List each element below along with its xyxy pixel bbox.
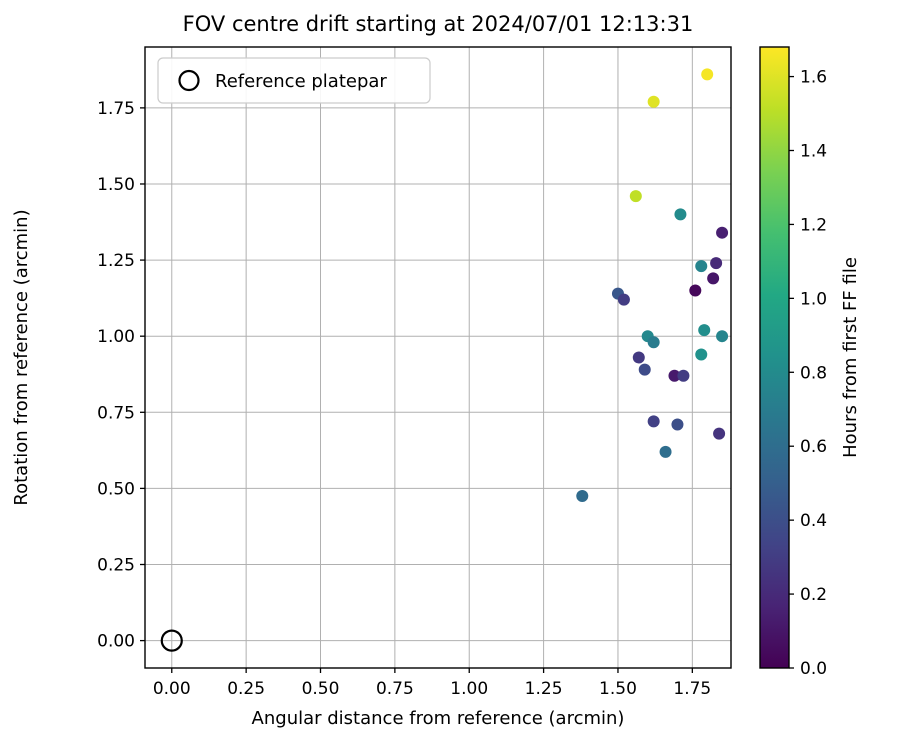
legend-box bbox=[157, 57, 431, 104]
colorbar-tick-label: 0.2 bbox=[800, 585, 827, 605]
axis-ticks: 0.00 0.25 0.50 0.75 1.00 1.25 1.50 1.75 0.00 0.25… bbox=[97, 99, 711, 699]
colorbar-tick-label: 0.6 bbox=[800, 437, 827, 457]
scatter-point bbox=[638, 363, 651, 376]
y-tick-label: 1.50 bbox=[97, 175, 135, 195]
scatter-point bbox=[716, 330, 729, 343]
y-axis-label: Rotation from reference (arcmin) bbox=[11, 209, 32, 505]
scatter-point bbox=[668, 369, 681, 382]
x-tick-label: 0.75 bbox=[376, 679, 414, 699]
scatter-point bbox=[632, 351, 645, 364]
scatter-point bbox=[677, 369, 690, 382]
colorbar-tick-label: 1.6 bbox=[800, 68, 827, 88]
colorbar-tick-label: 0.8 bbox=[800, 363, 827, 383]
colorbar-tick-label: 1.4 bbox=[800, 142, 827, 162]
colorbar-tick-label: 1.2 bbox=[800, 215, 827, 235]
y-tick-label: 0.00 bbox=[97, 632, 135, 652]
axes-border bbox=[144, 46, 732, 669]
x-tick-label: 0.50 bbox=[302, 679, 340, 699]
scatter-point bbox=[695, 348, 708, 361]
y-tick-label: 0.75 bbox=[97, 403, 135, 423]
colorbar: 0.0 0.2 0.4 0.6 0.8 1.0 1.2 1.4 1.6 Hours from f… bbox=[759, 46, 861, 679]
scatter-point bbox=[576, 490, 589, 503]
scatter-point bbox=[707, 272, 720, 285]
scatter-point bbox=[647, 95, 660, 108]
reference-platepar-marker bbox=[160, 629, 183, 652]
grid bbox=[145, 47, 731, 668]
scatter-point bbox=[617, 293, 630, 306]
chart-title: FOV centre drift starting at 2024/07/01 … bbox=[183, 12, 694, 36]
reference-platepar-legend-marker-icon bbox=[178, 69, 200, 92]
scatter-point bbox=[647, 415, 660, 428]
scatter-point bbox=[629, 190, 642, 203]
colorbar-gradient bbox=[759, 46, 790, 669]
x-tick-label: 1.50 bbox=[599, 679, 637, 699]
y-tick-label: 1.00 bbox=[97, 327, 135, 347]
x-tick-label: 1.25 bbox=[525, 679, 563, 699]
x-tick-label: 1.00 bbox=[450, 679, 488, 699]
x-axis-label: Angular distance from reference (arcmin) bbox=[252, 708, 625, 729]
y-tick-label: 1.25 bbox=[97, 251, 135, 271]
scatter-point bbox=[659, 445, 672, 458]
scatter-point bbox=[698, 324, 711, 337]
x-tick-label: 0.25 bbox=[227, 679, 265, 699]
x-tick-label: 1.75 bbox=[673, 679, 711, 699]
scatter-point bbox=[689, 284, 702, 297]
scatter-point bbox=[716, 226, 729, 239]
colorbar-tick-label: 0.0 bbox=[800, 659, 827, 679]
scatter-point bbox=[647, 336, 660, 349]
y-tick-label: 0.25 bbox=[97, 556, 135, 576]
colorbar-tick-label: 0.4 bbox=[800, 511, 827, 531]
x-tick-label: 0.00 bbox=[153, 679, 191, 699]
y-tick-label: 0.50 bbox=[97, 479, 135, 499]
scatter-point bbox=[695, 260, 708, 273]
scatter-point bbox=[710, 257, 723, 270]
legend-label: Reference platepar bbox=[215, 71, 387, 92]
scatter-point bbox=[671, 418, 684, 431]
colorbar-tick-label: 1.0 bbox=[800, 289, 827, 309]
colorbar-ticks: 0.0 0.2 0.4 0.6 0.8 1.0 1.2 1.4 1.6 bbox=[789, 68, 827, 679]
legend: Reference platepar bbox=[157, 57, 431, 104]
colorbar-label: Hours from first FF file bbox=[840, 257, 861, 458]
scatter-point bbox=[674, 208, 687, 221]
scatter-points bbox=[160, 68, 729, 652]
scatter-point bbox=[701, 68, 714, 81]
y-tick-label: 1.75 bbox=[97, 99, 135, 119]
scatter-point bbox=[713, 427, 726, 440]
